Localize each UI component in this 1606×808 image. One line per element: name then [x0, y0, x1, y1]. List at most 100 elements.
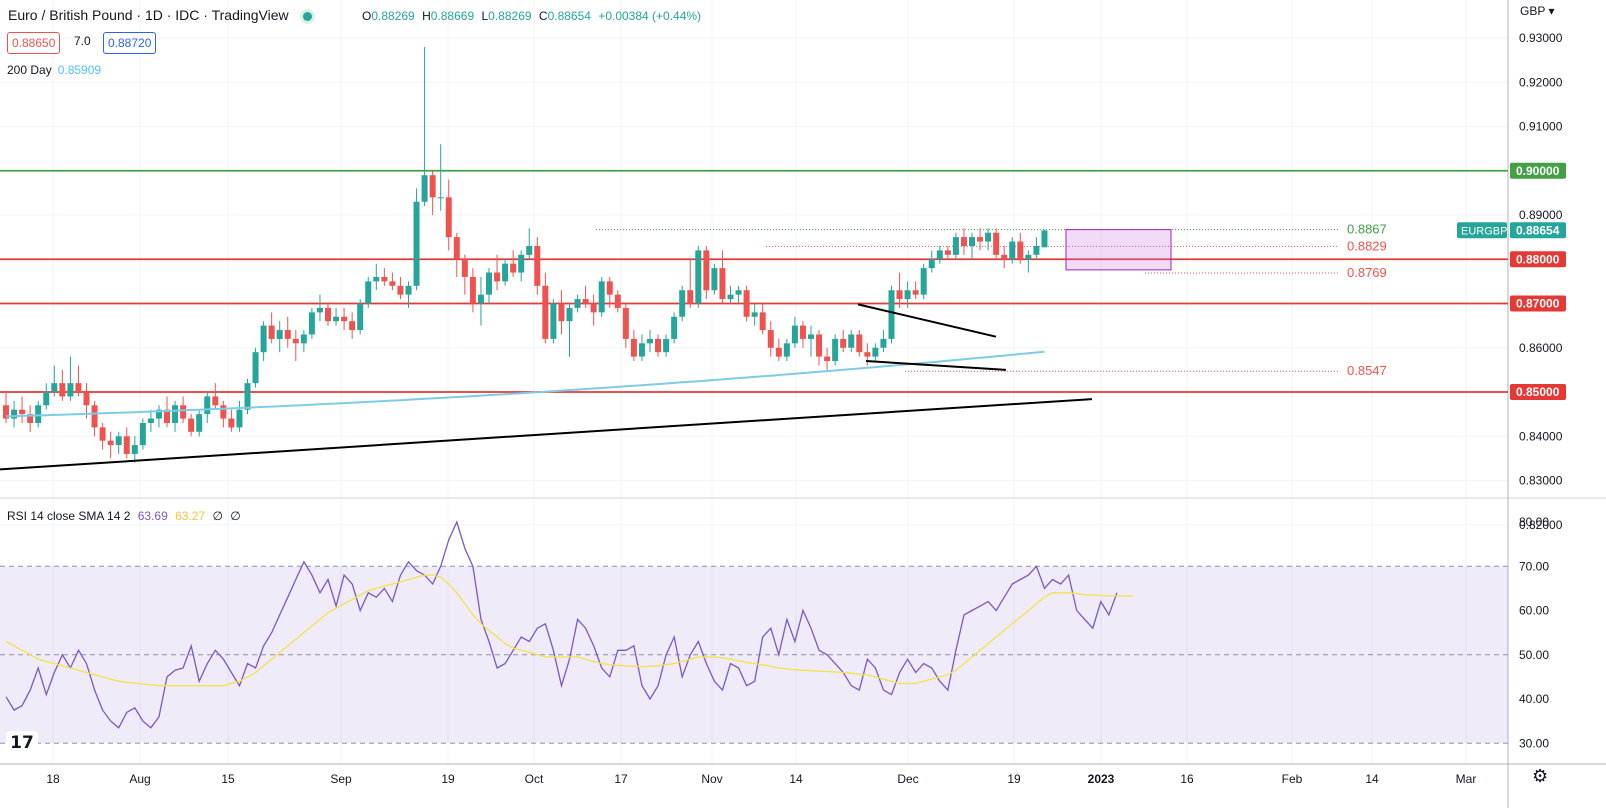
rsi-line — [5, 520, 1118, 729]
candle-body — [775, 347, 782, 357]
ma-legend[interactable]: 200 Day 0.85909 — [7, 63, 101, 77]
candle-body — [703, 250, 710, 291]
candle-body — [1025, 254, 1032, 260]
candle-body — [840, 338, 847, 348]
spread-value: 7.0 — [74, 34, 91, 48]
candle-body — [920, 268, 927, 295]
candle-body — [655, 338, 662, 353]
candle-body — [83, 392, 90, 406]
candle-body — [164, 409, 170, 423]
candle-body — [284, 330, 291, 339]
candle-body — [107, 440, 114, 446]
sell-button[interactable]: 0.88650 — [7, 32, 61, 54]
candle-body — [123, 436, 130, 454]
candle-body — [727, 294, 734, 300]
candle-body — [663, 338, 670, 353]
close-label: C — [538, 9, 548, 23]
candle-body — [429, 175, 436, 198]
candle-body — [405, 285, 412, 295]
candle-body — [172, 405, 179, 423]
candle-body — [864, 352, 871, 357]
candle-body — [461, 259, 468, 277]
rsi-tick-label: 60.00 — [1519, 604, 1549, 618]
candle-body — [969, 237, 975, 246]
candle-body — [743, 290, 750, 317]
rsi-sma-line — [5, 574, 1133, 687]
time-tick-label: Dec — [897, 772, 918, 786]
tradingview-logo-icon[interactable]: 17 — [6, 731, 38, 755]
candle-body — [679, 290, 686, 317]
candle-body — [75, 383, 82, 392]
candle-body — [960, 237, 967, 246]
candle-body — [365, 281, 372, 304]
buy-button[interactable]: 0.88720 — [103, 32, 157, 54]
candle-body — [389, 281, 396, 286]
candle-body — [155, 409, 162, 419]
rising-support-trendline — [0, 398, 1093, 471]
rsi-legend[interactable]: RSI 14 close SMA 14 2 63.69 63.27 ∅ ∅ — [7, 509, 241, 523]
ma-value: 0.85909 — [57, 63, 102, 77]
open-value: 0.88269 — [371, 9, 415, 23]
candle-body — [316, 307, 323, 313]
candle-body — [91, 405, 98, 428]
candle-body — [437, 197, 444, 199]
candle-body — [808, 334, 814, 339]
rsi-tick-label: 40.00 — [1519, 692, 1549, 706]
symbol-tag — [1457, 222, 1507, 239]
candle-body — [598, 281, 605, 313]
high-value: 0.88669 — [430, 9, 475, 23]
last-price-tag-label: 0.88654 — [1516, 223, 1560, 237]
price-tick-label: 0.84000 — [1519, 429, 1563, 443]
candle-body — [477, 294, 484, 304]
candle-body — [832, 338, 839, 362]
gear-icon[interactable]: ⚙ — [1532, 766, 1549, 787]
candle-body — [1033, 245, 1040, 255]
time-tick-label: Aug — [129, 772, 150, 786]
time-tick-label: 17 — [614, 772, 628, 786]
level-price-tag — [1510, 251, 1566, 268]
candle-body — [260, 325, 267, 353]
candle-body — [373, 276, 380, 282]
candle-body — [977, 237, 984, 242]
open-label: O — [362, 9, 372, 23]
candle-body — [880, 338, 887, 348]
time-axis[interactable]: 18 Aug 15 Sep 19 Oct 17 Nov 14 Dec 19 2023 16 Feb 14 Ma… — [46, 772, 1476, 786]
candle-body — [719, 268, 726, 300]
candle-body — [904, 290, 911, 300]
candle-body — [325, 307, 331, 322]
rsi-tick-label: 80.00 — [1519, 515, 1549, 529]
price-tick-label: 0.89000 — [1519, 208, 1563, 222]
candle-body — [614, 294, 621, 308]
candle-body — [204, 396, 211, 415]
candle-body — [27, 414, 34, 423]
candle-body — [397, 285, 404, 295]
candle-body — [35, 405, 42, 423]
candle-body — [534, 245, 541, 286]
rsi-extra-2: ∅ — [230, 509, 241, 523]
ma200-line — [5, 350, 1045, 418]
price-tick-label: 0.86000 — [1519, 341, 1563, 355]
dotted-level-label: 0.8547 — [1347, 363, 1387, 378]
rsi-tick-label: 50.00 — [1519, 648, 1549, 662]
dotted-level-label: 0.8769 — [1347, 265, 1387, 280]
price-axis[interactable]: GBP ▾ 0.93000 0.92000 0.91000 0.90000 0.89000… — [1519, 4, 1563, 750]
time-tick-label: 14 — [789, 772, 803, 786]
candle-body — [856, 334, 863, 353]
trendlines — [0, 303, 1093, 471]
candle-body — [711, 268, 718, 291]
candle-body — [888, 290, 895, 339]
price-tick-label: 0.82000 — [1519, 518, 1563, 532]
candle-body — [1001, 254, 1008, 260]
level-price-tag-label: 0.90000 — [1516, 164, 1560, 178]
candle-body — [928, 259, 935, 269]
candle-body — [1041, 230, 1048, 248]
wedge-lower-trendline — [865, 360, 1007, 371]
level-price-tag-label: 0.85000 — [1516, 385, 1560, 399]
candle-body — [212, 396, 219, 406]
candle-body — [333, 316, 340, 322]
candle-body — [308, 312, 315, 335]
candle-body — [985, 232, 992, 242]
candle-body — [453, 237, 460, 260]
candle-body — [19, 409, 26, 415]
